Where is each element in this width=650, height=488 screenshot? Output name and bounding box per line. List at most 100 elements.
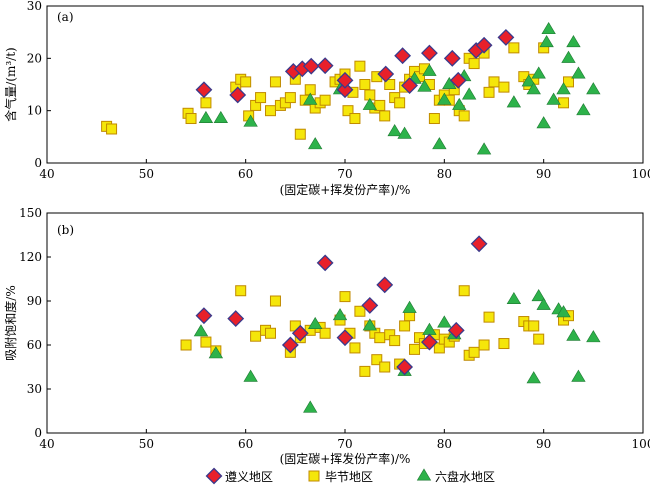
point-bijie (508, 42, 520, 54)
point-liupanshui (536, 116, 551, 129)
point-liupanshui (243, 114, 258, 127)
x-tick-label: 70 (337, 437, 352, 451)
point-zunyi (336, 329, 354, 347)
point-zunyi (376, 276, 394, 294)
point-liupanshui (506, 291, 522, 305)
point-liupanshui (556, 305, 571, 318)
point-liupanshui (193, 324, 209, 337)
point-bijie (349, 113, 361, 125)
point-bijie (185, 113, 197, 125)
point-zunyi (421, 333, 438, 351)
x-tick-label: 100 (632, 437, 650, 451)
point-liupanshui (541, 21, 556, 35)
y-tick-label: 30 (27, 382, 42, 396)
point-bijie (389, 335, 401, 347)
x-tick-label: 40 (39, 167, 54, 181)
point-liupanshui (243, 369, 258, 382)
point-bijie (558, 97, 570, 109)
point-liupanshui (539, 35, 554, 48)
x-ticks-a: 40 50 60 70 80 90 100 (39, 159, 650, 181)
point-liupanshui (402, 300, 417, 313)
legend-label-zunyi: 遵义地区 (225, 469, 273, 484)
y-tick-label: 90 (27, 294, 42, 308)
point-bijie (483, 86, 495, 98)
point-zunyi (497, 28, 515, 46)
point-zunyi (401, 77, 418, 94)
point-bijie (468, 58, 480, 70)
point-bijie (498, 81, 510, 93)
point-zunyi (475, 36, 493, 54)
point-liupanshui (303, 400, 318, 413)
point-zunyi (443, 49, 461, 67)
point-bijie (409, 343, 421, 355)
point-bijie (319, 327, 331, 339)
point-bijie (354, 60, 366, 72)
panel-label-b: (b) (57, 223, 74, 237)
point-zunyi (195, 81, 213, 99)
point-zunyi (470, 235, 488, 253)
x-tick-label: 60 (238, 167, 253, 181)
y-ticks-a: 0 10 20 30 (27, 0, 51, 170)
legend-item-zunyi: 遵义地区 (205, 467, 273, 485)
point-liupanshui (422, 63, 437, 76)
point-liupanshui (213, 110, 229, 124)
legend-item-bijie: 毕节地区 (308, 470, 373, 484)
point-bijie (200, 336, 212, 348)
point-bijie (339, 291, 351, 303)
point-bijie (359, 79, 371, 90)
point-liupanshui (476, 142, 492, 155)
legend-square-marker (308, 470, 320, 482)
point-liupanshui (437, 315, 452, 328)
point-liupanshui (397, 126, 412, 139)
y-tick-label: 20 (27, 51, 42, 65)
point-zunyi (302, 57, 320, 75)
point-bijie (468, 346, 480, 358)
point-bijie (250, 330, 262, 342)
point-liupanshui (506, 95, 522, 108)
x-tick-label: 80 (437, 167, 452, 181)
point-liupanshui (452, 97, 467, 110)
point-liupanshui (536, 297, 551, 310)
point-zunyi (394, 47, 412, 65)
point-liupanshui (531, 66, 546, 79)
point-liupanshui (586, 330, 601, 343)
point-liupanshui (303, 92, 318, 105)
legend-marker-zunyi (205, 467, 223, 485)
point-liupanshui (461, 87, 477, 100)
point-liupanshui (432, 137, 447, 150)
point-liupanshui (308, 137, 323, 150)
point-bijie (284, 92, 296, 104)
point-bijie (359, 365, 371, 377)
point-zunyi (447, 321, 465, 339)
point-bijie (255, 92, 267, 104)
point-liupanshui (566, 35, 581, 48)
legend: 遵义地区 毕节地区 六盘水地区 (205, 467, 495, 485)
y-axis-label-a: 含气量/(m³/t) (3, 47, 18, 121)
point-zunyi (449, 71, 467, 89)
point-bijie (528, 320, 540, 332)
point-bijie (371, 354, 383, 366)
point-bijie (200, 97, 212, 109)
point-zunyi (336, 71, 354, 89)
point-liupanshui (521, 74, 536, 87)
point-bijie (458, 285, 470, 297)
legend-item-liupanshui: 六盘水地区 (416, 468, 495, 484)
point-bijie (106, 123, 118, 135)
point-zunyi (195, 307, 213, 325)
point-bijie (374, 332, 386, 344)
x-tick-label: 80 (437, 437, 452, 451)
point-liupanshui (526, 371, 541, 384)
point-liupanshui (561, 50, 576, 63)
x-axis-label-a: (固定碳+挥发份产率)/% (280, 182, 411, 197)
point-bijie (428, 113, 440, 125)
point-bijie (240, 76, 252, 88)
data-points-b (180, 235, 601, 413)
panel-a: 40 50 60 70 80 90 100 0 10 20 30 (a) (固定碳+挥发份产率)/… (3, 0, 650, 197)
x-tick-label: 50 (139, 437, 154, 451)
point-liupanshui (332, 308, 348, 321)
y-tick-label: 0 (34, 156, 42, 170)
x-tick-label: 50 (139, 167, 154, 181)
point-bijie (319, 94, 331, 106)
panel-label-a: (a) (57, 10, 74, 24)
point-liupanshui (362, 97, 378, 110)
